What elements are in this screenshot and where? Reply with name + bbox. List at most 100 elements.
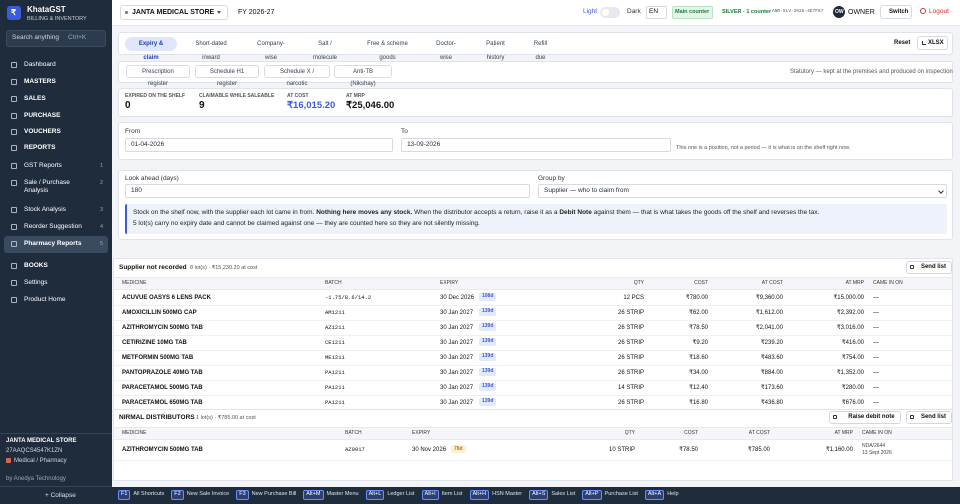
nav-item[interactable]: Sale / Purchase Analysis: [24, 179, 70, 195]
shortcut[interactable]: Alt+L Ledger List: [365, 490, 415, 500]
shortcut-label[interactable]: Item List: [441, 491, 463, 497]
tab[interactable]: Free & scheme goods: [367, 41, 408, 61]
tab[interactable]: Expiry & claim: [125, 37, 177, 61]
nav-item[interactable]: REPORTS: [24, 144, 56, 151]
shortcut-label[interactable]: New Sale Invoice: [186, 491, 230, 497]
shortcut-label[interactable]: All Shortcuts: [133, 491, 165, 497]
fy[interactable]: FY 2026-27: [238, 9, 275, 16]
lang[interactable]: EN: [649, 8, 659, 15]
lookahead-input[interactable]: 180: [125, 184, 530, 198]
cell-qty: 26 STRIP: [617, 339, 644, 346]
nav-item[interactable]: Settings: [24, 279, 48, 286]
nav-item[interactable]: Dashboard: [24, 61, 56, 68]
shortcut-key[interactable]: Alt+I: [421, 490, 439, 500]
shortcut-key[interactable]: Alt+A: [644, 490, 665, 500]
group-action[interactable]: Send list: [905, 261, 952, 274]
logo-glyph: ₹: [11, 8, 17, 17]
theme-light[interactable]: Light: [583, 8, 598, 15]
sub-tab[interactable]: Prescription register: [126, 65, 190, 87]
search-placeholder[interactable]: Search anything: [12, 34, 59, 41]
sub-tab[interactable]: Schedule H1 register: [195, 65, 259, 87]
cell-cost: ₹78.50: [689, 324, 708, 331]
cell-qty: 12 PCS: [623, 294, 644, 301]
nav-item[interactable]: GST Reports: [24, 162, 62, 169]
group-action[interactable]: Raise debit note: [829, 411, 901, 424]
info-text: Stock on the shelf now, with the supplie…: [133, 209, 317, 216]
shortcut-key[interactable]: F1: [118, 490, 131, 500]
cell-at-mrp: ₹15,000.00: [833, 294, 864, 301]
export[interactable]: XLSX: [928, 40, 944, 46]
tab[interactable]: Doctor-wise: [436, 41, 456, 61]
lang-select[interactable]: [646, 6, 667, 19]
export-btn[interactable]: [917, 36, 948, 50]
nav-item[interactable]: Reorder Suggestion: [24, 223, 82, 230]
shortcut-key[interactable]: Alt+H: [469, 490, 490, 500]
theme-toggle[interactable]: [600, 7, 620, 18]
shortcut-key[interactable]: Alt+M: [303, 490, 324, 500]
nav-item[interactable]: Stock Analysis: [24, 206, 66, 213]
switch-btn[interactable]: [880, 5, 912, 19]
nav-icon: [11, 263, 17, 269]
reset[interactable]: Reset: [894, 40, 911, 46]
store-dot: [125, 11, 128, 14]
tab[interactable]: Short-dated inward: [195, 41, 227, 61]
nav-item[interactable]: VOUCHERS: [24, 128, 61, 135]
role: OWNER: [848, 9, 875, 16]
cell-came-in: —: [873, 354, 879, 361]
nav-item[interactable]: PURCHASE: [24, 112, 61, 119]
shortcut-key[interactable]: F3: [236, 490, 249, 500]
nav-item[interactable]: Pharmacy Reports: [24, 240, 82, 247]
tab[interactable]: Company-wise: [257, 41, 285, 61]
shortcut[interactable]: Alt+I Item List: [421, 490, 463, 500]
nav-item[interactable]: BOOKS: [24, 262, 48, 269]
store-name[interactable]: JANTA MEDICAL STORE: [132, 9, 215, 16]
shortcut-key[interactable]: Alt+L: [365, 490, 385, 500]
statutory-note: Statutory — kept at the premises and pro…: [790, 69, 953, 75]
shortcut[interactable]: F2 New Sale Invoice: [171, 490, 229, 500]
switch[interactable]: Switch: [889, 9, 909, 15]
shortcut-label[interactable]: Sales List: [551, 491, 576, 497]
nav-item[interactable]: SALES: [24, 95, 46, 102]
tab[interactable]: Patient history: [486, 41, 505, 61]
sub-tab[interactable]: Anti-TB (Nikshay): [334, 65, 392, 87]
info-text: Nothing here moves any stock.: [316, 209, 413, 216]
nav-item[interactable]: Product Home: [24, 296, 66, 303]
group-select[interactable]: Supplier — who to claim from: [538, 184, 947, 198]
logout[interactable]: Logout: [929, 7, 949, 15]
shortcut-label[interactable]: Purchase List: [604, 491, 638, 497]
shortcut[interactable]: Alt+H HSN Master: [469, 490, 523, 500]
days-badge: 108d: [479, 292, 497, 301]
shortcut-key[interactable]: F2: [171, 490, 184, 500]
shortcut-key[interactable]: Alt+P: [582, 490, 602, 500]
group-action[interactable]: Send list: [905, 411, 952, 424]
cell-at-cost: ₹239.20: [760, 339, 783, 346]
shortcut[interactable]: F1 All Shortcuts: [118, 490, 164, 500]
collapse[interactable]: + Collapse: [45, 492, 76, 499]
search-box[interactable]: [6, 30, 106, 47]
shortcut[interactable]: Alt+A Help: [644, 490, 679, 500]
shortcut[interactable]: Alt+M Master Menu: [303, 490, 359, 500]
shortcut[interactable]: Alt+P Purchase List: [582, 490, 638, 500]
from-input[interactable]: 01-04-2026: [125, 138, 393, 152]
theme-dark[interactable]: Dark: [627, 8, 641, 15]
nav-item[interactable]: MASTERS: [24, 78, 56, 85]
shortcut-label[interactable]: New Purchase Bill: [251, 491, 297, 497]
sub-tab[interactable]: Schedule X / narcotic: [264, 65, 330, 87]
shortcut-label[interactable]: HSN Master: [492, 491, 523, 497]
nav-icon: [11, 280, 17, 286]
shortcut-label[interactable]: Ledger List: [387, 491, 415, 497]
shortcut-key[interactable]: Alt+S: [529, 490, 549, 500]
shortcut[interactable]: Alt+S Sales List: [529, 490, 575, 500]
shortcut-label[interactable]: Help: [667, 491, 679, 497]
to-input[interactable]: 13-09-2026: [401, 138, 671, 152]
search-shortcut: Ctrl+K: [68, 34, 87, 41]
column-header: AT COST: [761, 280, 783, 286]
tab[interactable]: Refill due: [533, 41, 548, 61]
row-divider: [114, 460, 952, 461]
shortcut-label[interactable]: Master Menu: [326, 491, 359, 497]
shortcut[interactable]: F3 New Purchase Bill: [236, 490, 296, 500]
column-header: CAME IN ON: [873, 280, 903, 286]
tab[interactable]: Salt / molecule: [312, 41, 337, 61]
store-select[interactable]: [120, 5, 228, 20]
store-caret: [217, 11, 221, 14]
